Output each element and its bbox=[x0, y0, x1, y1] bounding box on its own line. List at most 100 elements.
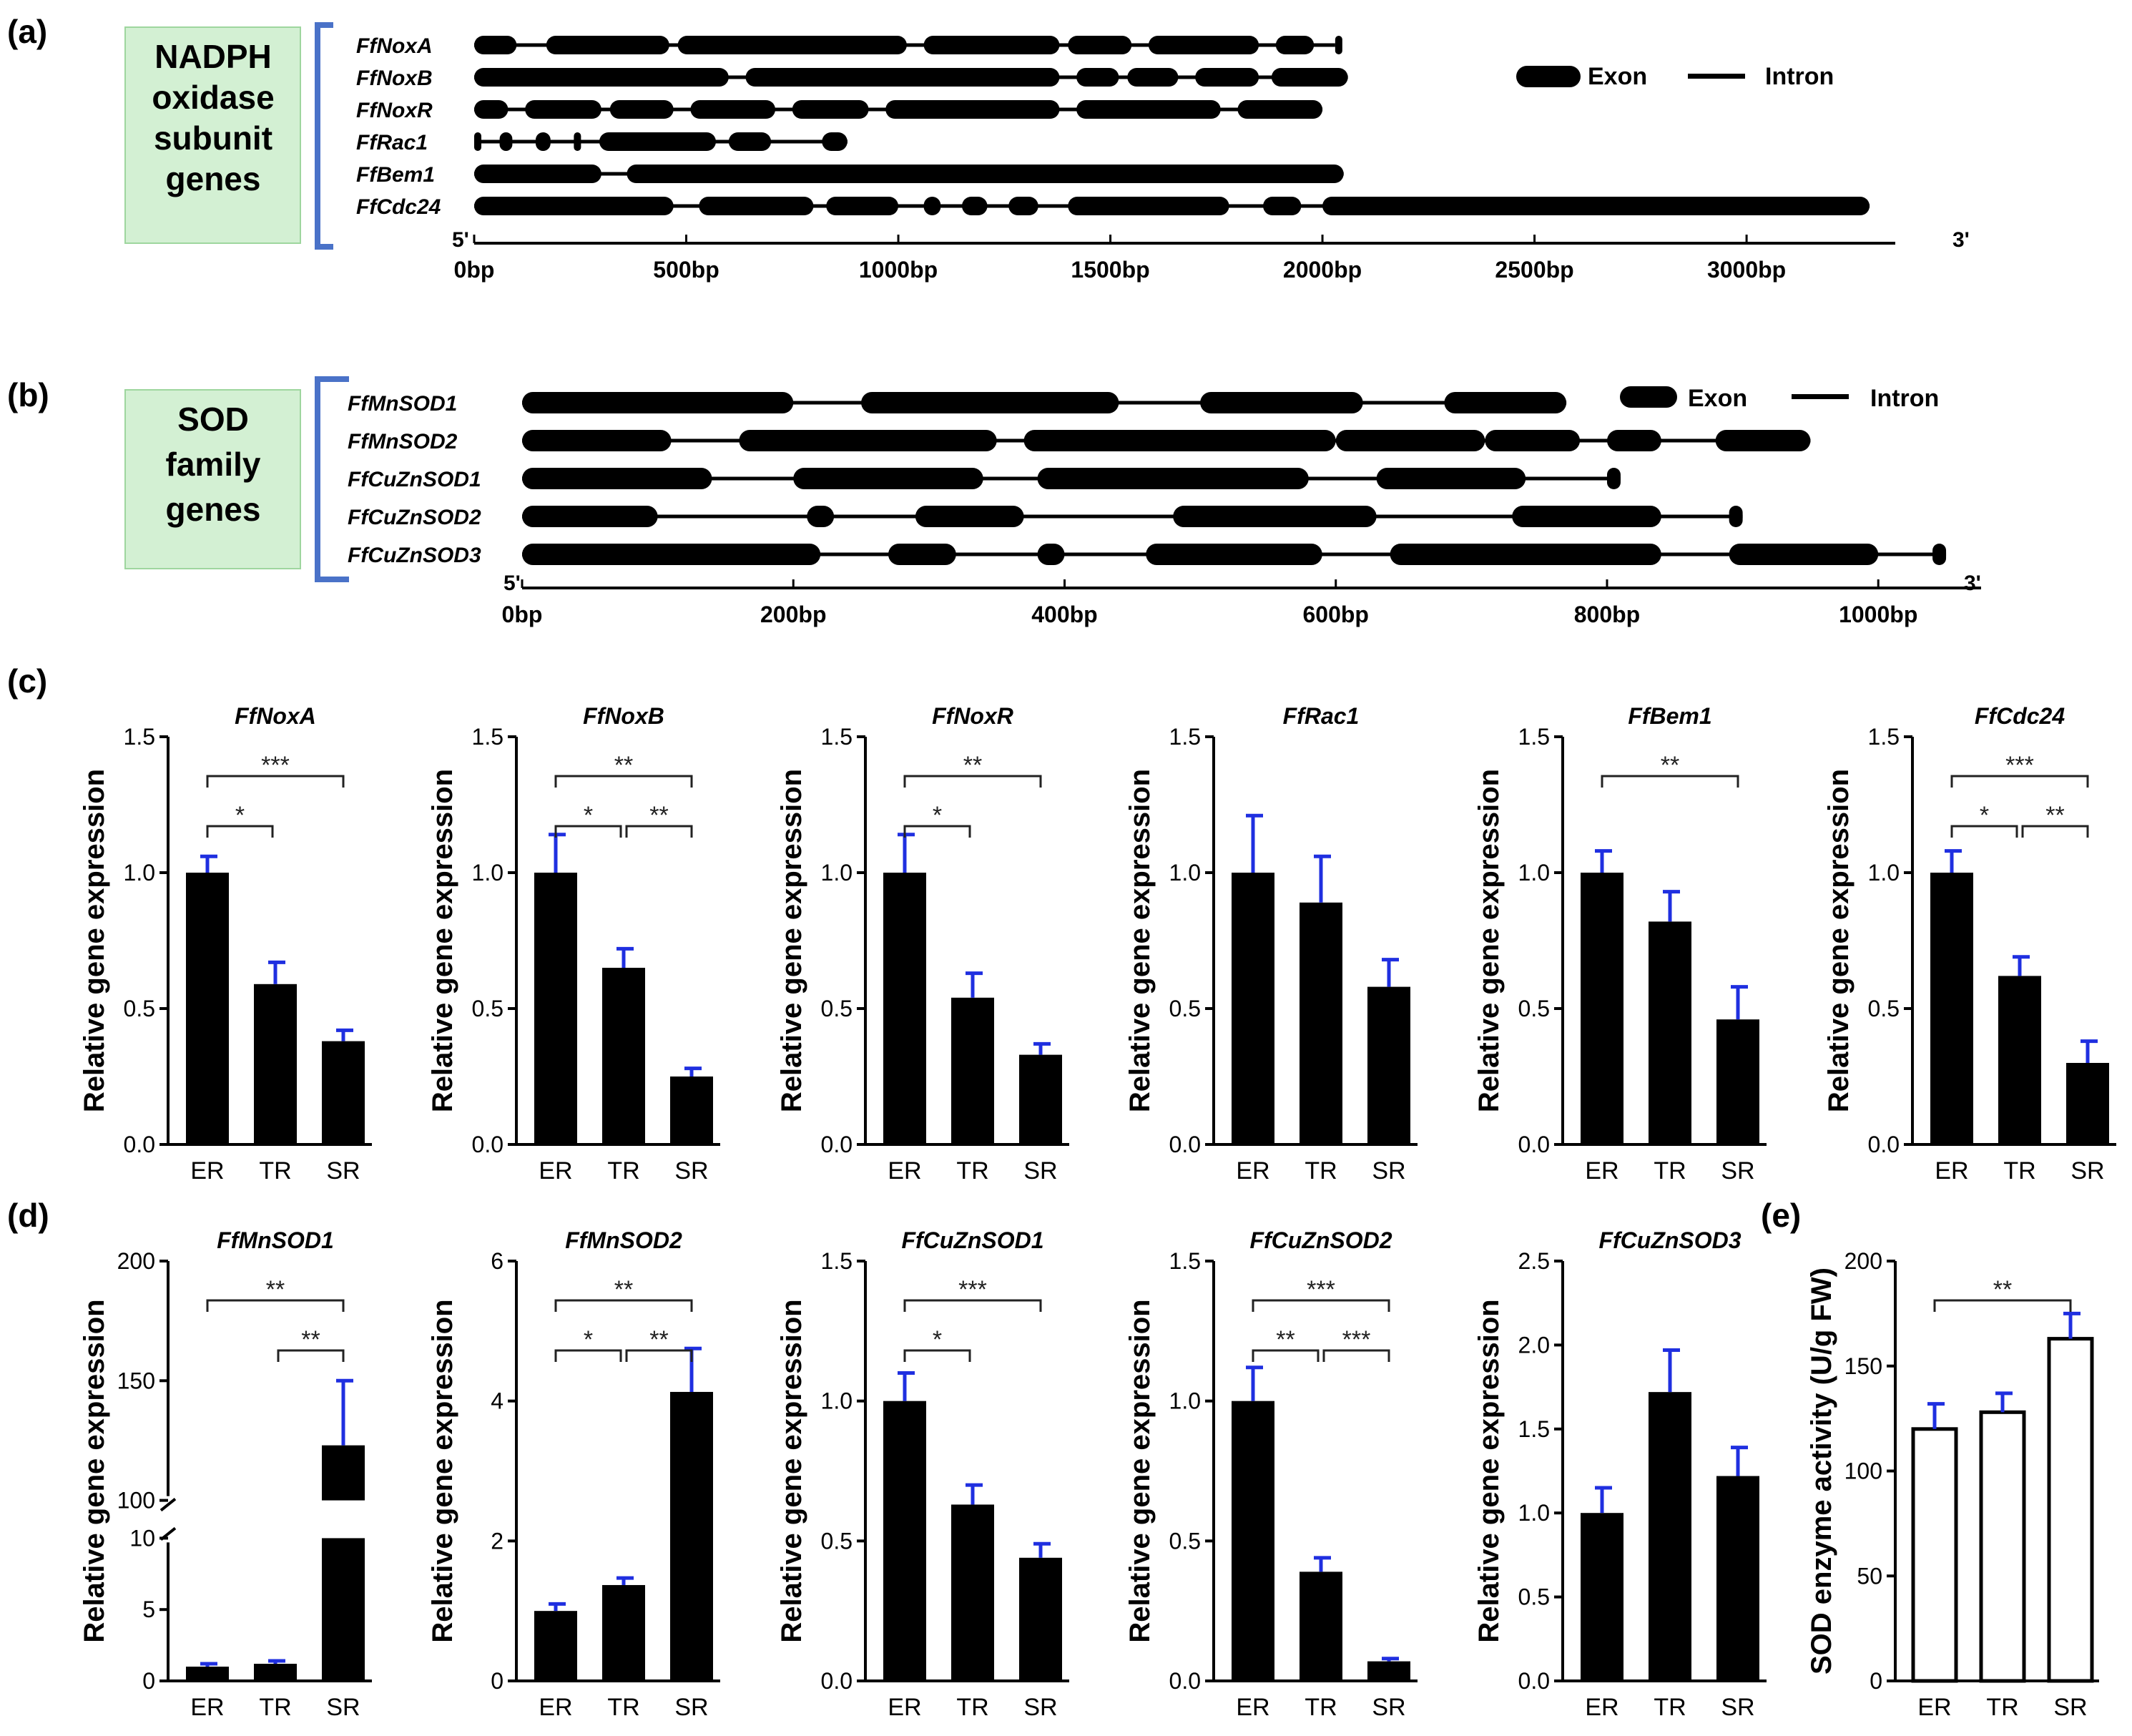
x-tick-label: TR bbox=[1305, 1157, 1337, 1185]
bar bbox=[534, 1611, 577, 1681]
sod-box-line-2: family bbox=[166, 446, 261, 483]
significance-bracket bbox=[903, 775, 1042, 788]
exon-ffcdc24-4 bbox=[923, 197, 941, 215]
exon-ffnoxa-6 bbox=[1148, 36, 1259, 54]
y-tick-label: 1.5 bbox=[821, 724, 853, 750]
significance-bracket bbox=[625, 1349, 693, 1362]
exon-legend-swatch-b bbox=[1620, 386, 1677, 408]
y-tick-label: 0.5 bbox=[124, 996, 155, 1021]
exon-ffnoxb-1 bbox=[474, 68, 729, 87]
exon-ffnoxr-6 bbox=[885, 100, 1060, 119]
exon-ffnoxb-4 bbox=[1127, 68, 1179, 87]
chart-ffnoxb: 0.0 0.5 1.0 1.5 ER TR SR FfNoxB Relative gene ex… bbox=[427, 703, 720, 1185]
chart-ffrac1: 0.0 0.5 1.0 1.5 ER TR SR FfRac1 Relative gene ex… bbox=[1124, 703, 1418, 1185]
bar bbox=[322, 1041, 365, 1144]
exon-ffmnsod2-4 bbox=[1335, 430, 1485, 451]
exon-ffcdc24-5 bbox=[961, 197, 988, 215]
y-tick-label: 1.0 bbox=[1169, 1388, 1201, 1414]
exon-ffrac1-4 bbox=[574, 132, 581, 151]
significance-label: ** bbox=[649, 1326, 668, 1353]
significance-bracket bbox=[1601, 775, 1739, 788]
exon-ffmnsod2-1 bbox=[522, 430, 672, 451]
exon-ffbem1-1 bbox=[474, 165, 601, 183]
x-tick-label: SR bbox=[1023, 1694, 1057, 1721]
exon-ffnoxr-8 bbox=[1237, 100, 1323, 119]
x-tick-label: SR bbox=[1372, 1157, 1405, 1185]
significance-label: ** bbox=[963, 752, 982, 779]
x-tick-label: ER bbox=[1585, 1157, 1618, 1185]
bar bbox=[1367, 1661, 1410, 1681]
nadph-bracket bbox=[315, 22, 333, 250]
gene-name-ffnoxb: FfNoxB bbox=[356, 67, 433, 90]
bar bbox=[1649, 1392, 1691, 1681]
exon-ffnoxr-2 bbox=[525, 100, 601, 119]
nadph-label-box bbox=[124, 26, 301, 244]
gene-name-ffrac1: FfRac1 bbox=[356, 131, 428, 155]
y-axis-label: Relative gene expression bbox=[1473, 1299, 1505, 1642]
x-tick-label: TR bbox=[1986, 1694, 2018, 1721]
chart-title: FfCdc24 bbox=[1975, 703, 2065, 729]
y-tick-label: 2 bbox=[491, 1528, 503, 1554]
exon-ffnoxa-7 bbox=[1275, 36, 1315, 54]
significance-label: ** bbox=[301, 1326, 320, 1353]
y-tick-label: 0.0 bbox=[472, 1132, 503, 1157]
y-axis-label: Relative gene expression bbox=[427, 769, 458, 1112]
x-tick-label: ER bbox=[1935, 1157, 1968, 1185]
exon-ffnoxr-5 bbox=[792, 100, 869, 119]
significance-label: ** bbox=[649, 802, 668, 829]
bar bbox=[1930, 873, 1973, 1144]
chart-ffcuznsod3: 0.0 0.5 1.0 1.5 2.0 2.5 ER TR SR FfCuZnSOD3 Relati… bbox=[1473, 1227, 1767, 1721]
x-tick-label: SR bbox=[326, 1157, 360, 1185]
bar bbox=[883, 873, 926, 1144]
five-prime-b: 5' bbox=[503, 572, 521, 595]
bar bbox=[670, 1391, 713, 1681]
exon-ffmnsod1-4 bbox=[1444, 392, 1567, 413]
bar bbox=[1716, 1019, 1759, 1144]
y-tick-label: 0.0 bbox=[1169, 1132, 1201, 1157]
exon-ffnoxa-5 bbox=[1068, 36, 1132, 54]
bar bbox=[1581, 873, 1623, 1144]
x-tick-label: ER bbox=[190, 1694, 224, 1721]
bar bbox=[1232, 873, 1274, 1144]
significance-label: * bbox=[584, 1326, 593, 1353]
y-tick-label: 1.0 bbox=[1169, 860, 1201, 886]
x-tick-label: TR bbox=[1305, 1694, 1337, 1721]
chart-title: FfCuZnSOD2 bbox=[1249, 1227, 1392, 1253]
significance-bracket bbox=[554, 825, 622, 838]
y-tick-label: 1.5 bbox=[1868, 724, 1900, 750]
y-tick-label: 1.0 bbox=[1868, 860, 1900, 886]
significance-label: *** bbox=[261, 752, 290, 779]
exon-ffcuznsod2-6 bbox=[1729, 506, 1743, 527]
significance-label: * bbox=[933, 1326, 942, 1353]
chart-ffcdc24: 0.0 0.5 1.0 1.5 ER TR SR FfCdc24 Relative gene e… bbox=[1823, 703, 2116, 1185]
x-tick-label: ER bbox=[539, 1694, 572, 1721]
y-tick-label: 0.5 bbox=[1169, 996, 1201, 1021]
bar bbox=[1581, 1513, 1623, 1681]
bar bbox=[1300, 902, 1342, 1144]
exon-ffcuznsod3-2 bbox=[888, 544, 956, 565]
bar bbox=[254, 1664, 297, 1681]
x-tick-label: ER bbox=[888, 1694, 921, 1721]
intron-legend-swatch-b bbox=[1792, 394, 1849, 399]
exon-ffnoxa-2 bbox=[546, 36, 669, 54]
exon-ffcuznsod1-5 bbox=[1606, 468, 1621, 489]
significance-label: ** bbox=[614, 1276, 633, 1303]
significance-label: *** bbox=[1342, 1326, 1371, 1353]
exon-ffcdc24-6 bbox=[1008, 197, 1038, 215]
chart-ffmnsod2: 0 2 4 6 ER TR SR FfMnSOD2 Relative gene expressi… bbox=[427, 1227, 720, 1721]
gene-structure-sod: SOD family genes FfMnSOD1 FfMnSOD2 FfCuZnS… bbox=[124, 376, 1981, 627]
bp-tick-label: 1500bp bbox=[1071, 257, 1149, 283]
y-tick-label: 10 bbox=[129, 1525, 155, 1551]
three-prime-b: 3' bbox=[1964, 572, 1981, 595]
y-tick-label: 1.0 bbox=[472, 860, 503, 886]
bar bbox=[254, 984, 297, 1144]
bar bbox=[670, 1077, 713, 1144]
exon-ffcuznsod3-7 bbox=[1932, 544, 1947, 565]
panel-label-a: (a) bbox=[7, 13, 47, 50]
x-tick-label: SR bbox=[2053, 1694, 2087, 1721]
gene-name-ffnoxa: FfNoxA bbox=[356, 34, 433, 58]
significance-bracket bbox=[554, 1299, 693, 1312]
bar bbox=[951, 1504, 994, 1681]
x-tick-label: TR bbox=[607, 1694, 639, 1721]
